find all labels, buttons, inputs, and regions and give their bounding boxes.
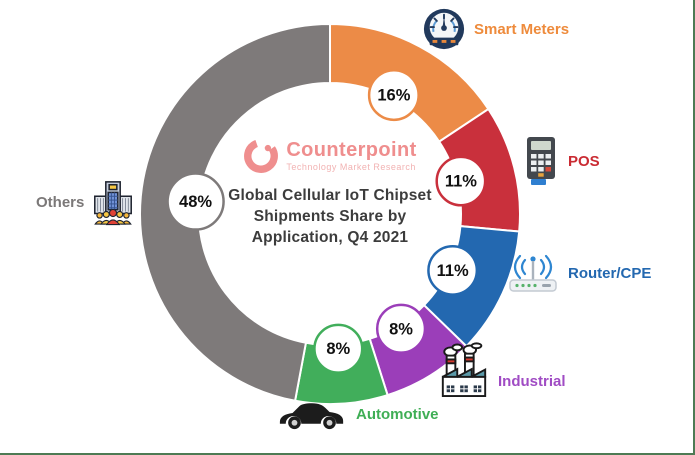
- pos-terminal-icon: [527, 137, 555, 185]
- chart-title: Global Cellular IoT Chipset Shipments Sh…: [203, 185, 457, 248]
- pct-badge-automotive: [313, 323, 364, 374]
- chart-title-line1: Global Cellular IoT Chipset: [228, 187, 432, 204]
- building-people-icon: [94, 181, 133, 226]
- chart-title-line3: Application, Q4 2021: [251, 229, 409, 246]
- pct-badge-smart-meters: [367, 69, 420, 122]
- pct-badge-router-cpe: [427, 244, 479, 296]
- logo-text-block: Counterpoint Technology Market Research: [286, 140, 416, 172]
- legend-item-smart-meters: Smart Meters: [422, 7, 569, 51]
- counterpoint-logo-icon: [244, 139, 279, 173]
- pct-label-automotive: 8%: [326, 340, 350, 358]
- chart-center: Counterpoint Technology Market Research …: [203, 138, 457, 248]
- pct-label-smart-meters: 16%: [377, 87, 410, 105]
- logo-wordmark: Counterpoint: [286, 139, 417, 161]
- chart-title-line2: Shipments Share by: [253, 208, 407, 225]
- pct-badge-industrial: [375, 303, 427, 354]
- router-icon: [509, 254, 557, 292]
- car-icon: [279, 403, 344, 430]
- legend-item-router-cpe: Router/CPE: [506, 250, 651, 296]
- logo-tagline: Technology Market Research: [286, 162, 416, 172]
- donut-segment-others: [139, 22, 331, 402]
- legend-label-industrial: Industrial: [498, 373, 566, 390]
- legend-item-others: Others: [36, 178, 136, 226]
- legend-label-pos: POS: [568, 152, 600, 170]
- pct-label-industrial: 8%: [389, 320, 413, 338]
- legend-item-pos: POS: [522, 136, 600, 186]
- factory-icon: [441, 342, 487, 397]
- counterpoint-logo: Counterpoint Technology Market Research: [203, 138, 457, 174]
- legend-item-automotive: Automotive: [276, 396, 439, 432]
- pct-label-pos: 11%: [445, 173, 477, 191]
- pct-label-router-cpe: 11%: [437, 262, 469, 280]
- legend-item-industrial: Industrial: [438, 342, 566, 400]
- legend-label-router-cpe: Router/CPE: [568, 264, 652, 282]
- pct-badge-others: [166, 172, 225, 231]
- legend-label-automotive: Automotive: [356, 405, 439, 423]
- gauge-icon: [423, 8, 465, 50]
- pct-label-others: 48%: [179, 193, 212, 211]
- pct-badge-pos: [435, 155, 487, 207]
- legend-label-others: Others: [36, 193, 85, 211]
- legend-label-smart-meters: Smart Meters: [474, 20, 570, 38]
